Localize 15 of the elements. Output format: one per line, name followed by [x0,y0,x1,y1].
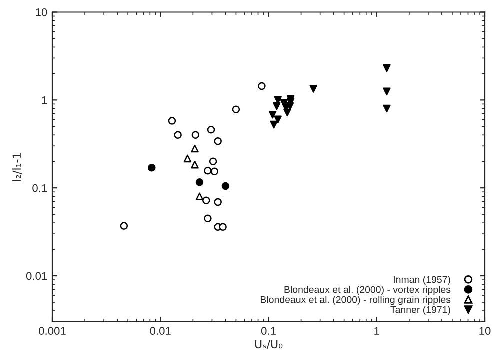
y-tick-label: 0.01 [26,272,48,280]
x-tick-label: 0.1 [261,327,276,336]
x-tick-label: 1 [374,327,380,335]
x-tick-label: 0.01 [150,327,171,336]
y-tick-label: 10 [36,8,48,16]
legend-label: Blondeaux et al. (2000) - rolling grain ripples [261,296,451,306]
y-axis-title: l₂/l₁-1 [12,153,22,182]
x-tick-label: 0.001 [39,327,66,336]
x-axis-title: Uₛ/U₀ [255,340,283,350]
legend-label: Inman (1957) [394,276,450,286]
legend-label: Tanner (1971) [390,306,450,316]
y-tick-label: 0.1 [32,184,48,192]
x-tick-label: 10 [480,327,491,336]
y-tick-label: 1 [42,96,48,104]
legend-label: Blondeaux et al. (2000) - vortex ripples [284,286,451,296]
